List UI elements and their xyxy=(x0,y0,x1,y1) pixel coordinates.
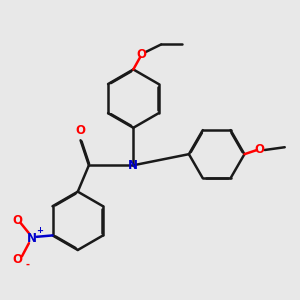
Text: O: O xyxy=(255,143,265,157)
Text: +: + xyxy=(36,226,43,235)
Text: N: N xyxy=(128,159,138,172)
Text: O: O xyxy=(13,253,23,266)
Text: -: - xyxy=(26,260,29,270)
Text: O: O xyxy=(13,214,23,226)
Text: N: N xyxy=(27,232,37,245)
Text: O: O xyxy=(76,124,85,137)
Text: O: O xyxy=(137,48,147,61)
